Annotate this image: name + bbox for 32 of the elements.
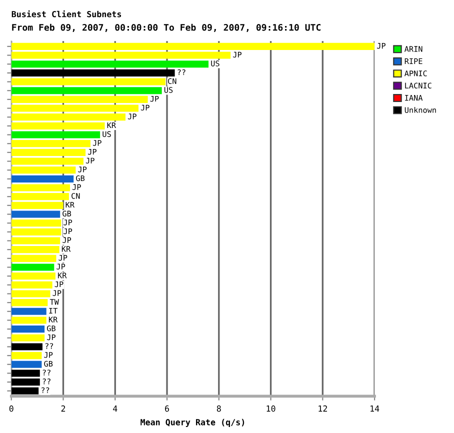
bar bbox=[11, 264, 54, 271]
bar bbox=[11, 78, 166, 86]
bar bbox=[11, 326, 45, 333]
x-tick-label: 6 bbox=[165, 405, 169, 412]
x-tick-label: 12 bbox=[318, 405, 327, 412]
x-tick-label: 8 bbox=[216, 405, 221, 412]
bar bbox=[11, 272, 56, 280]
bar bbox=[11, 316, 46, 324]
bar bbox=[11, 254, 56, 262]
bar bbox=[11, 122, 105, 130]
bar bbox=[11, 131, 100, 138]
bar bbox=[11, 60, 209, 68]
bar bbox=[11, 210, 60, 218]
x-tick-label: 10 bbox=[266, 405, 276, 412]
bar bbox=[11, 387, 39, 394]
chart-subtitle: From Feb 09, 2007, 00:00:00 To Feb 09, 2007, 09:16:10 UTC bbox=[12, 24, 320, 32]
bar bbox=[11, 69, 175, 76]
bar bbox=[11, 334, 45, 342]
bar bbox=[11, 352, 42, 360]
x-tick-label: 4 bbox=[113, 406, 118, 412]
bar bbox=[11, 343, 42, 350]
bar bbox=[11, 202, 64, 209]
bar bbox=[11, 140, 90, 148]
x-tick-label: 14 bbox=[370, 406, 380, 412]
x-axis-title: Mean Query Rate (q/s) bbox=[140, 418, 244, 427]
bar bbox=[11, 360, 42, 368]
x-tick-label: 2 bbox=[61, 405, 66, 412]
chart-title: Busiest Client Subnets bbox=[12, 10, 122, 18]
bar bbox=[11, 308, 46, 315]
bar bbox=[11, 175, 74, 182]
bar bbox=[11, 87, 162, 94]
x-tick-label: 0 bbox=[9, 405, 14, 412]
